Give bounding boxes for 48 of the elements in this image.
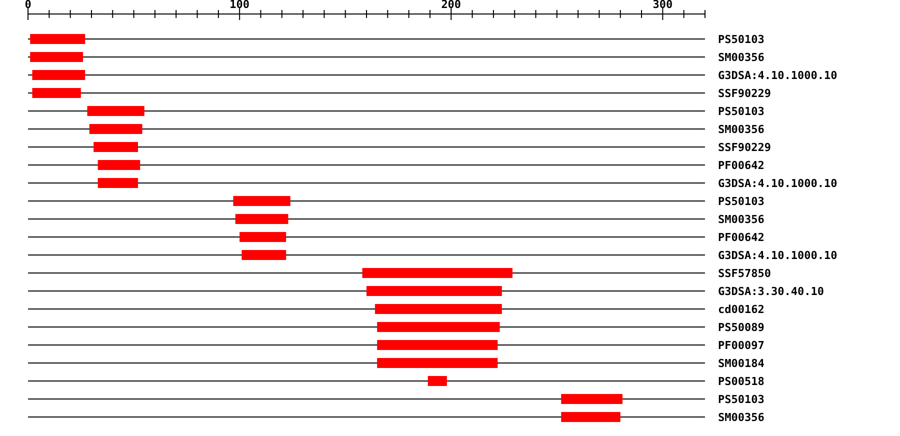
- y-tick-label: SM00356: [718, 122, 765, 136]
- bar: [30, 34, 86, 44]
- y-tick-label: G3DSA:3.30.40.10: [718, 284, 824, 298]
- x-tick-label: 100: [230, 0, 250, 11]
- bar: [235, 214, 288, 224]
- bar: [98, 160, 140, 170]
- x-tick-label: 0: [24, 0, 32, 11]
- y-tick-label: SM00184: [718, 356, 765, 370]
- bar: [87, 106, 144, 116]
- y-tick-label: PS50103: [718, 32, 764, 46]
- y-tick-label: PF00642: [718, 230, 764, 244]
- bar: [561, 394, 622, 404]
- bar: [362, 268, 512, 278]
- bar: [30, 52, 84, 62]
- bar: [32, 88, 81, 98]
- y-tick-label: cd00162: [718, 302, 764, 316]
- y-tick-label: PS50103: [718, 104, 764, 118]
- bar: [242, 250, 286, 260]
- bar: [233, 196, 290, 206]
- x-tick-label: 300: [652, 0, 673, 11]
- bar: [377, 358, 498, 368]
- bar: [561, 412, 620, 422]
- bar: [374, 304, 502, 314]
- y-tick-label: SSF90229: [718, 86, 771, 100]
- y-tick-label: SSF57850: [718, 266, 771, 280]
- bar: [32, 70, 86, 80]
- y-tick-label: SM00356: [718, 50, 765, 64]
- bar: [377, 322, 500, 332]
- y-tick-label: SSF90229: [718, 140, 771, 154]
- y-tick-label: PF00097: [718, 338, 764, 352]
- y-tick-label: SM00356: [718, 212, 765, 226]
- bar: [240, 232, 286, 242]
- bar: [98, 178, 138, 188]
- y-tick-label: G3DSA:4.10.1000.10: [718, 176, 838, 190]
- bar: [428, 376, 447, 386]
- y-tick-label: G3DSA:4.10.1000.10: [718, 68, 838, 82]
- x-tick-label: 200: [441, 0, 462, 11]
- y-tick-label: PS50089: [718, 320, 764, 334]
- bar: [89, 124, 142, 134]
- bar: [377, 340, 498, 350]
- y-tick-label: G3DSA:4.10.1000.10: [718, 248, 838, 262]
- y-tick-label: PS50103: [718, 392, 764, 406]
- bar: [366, 286, 502, 296]
- y-tick-label: PS50103: [718, 194, 764, 208]
- y-tick-label: SM00356: [718, 410, 765, 424]
- bar: [94, 142, 138, 152]
- y-tick-label: PF00642: [718, 158, 764, 172]
- y-tick-label: PS00518: [718, 374, 764, 388]
